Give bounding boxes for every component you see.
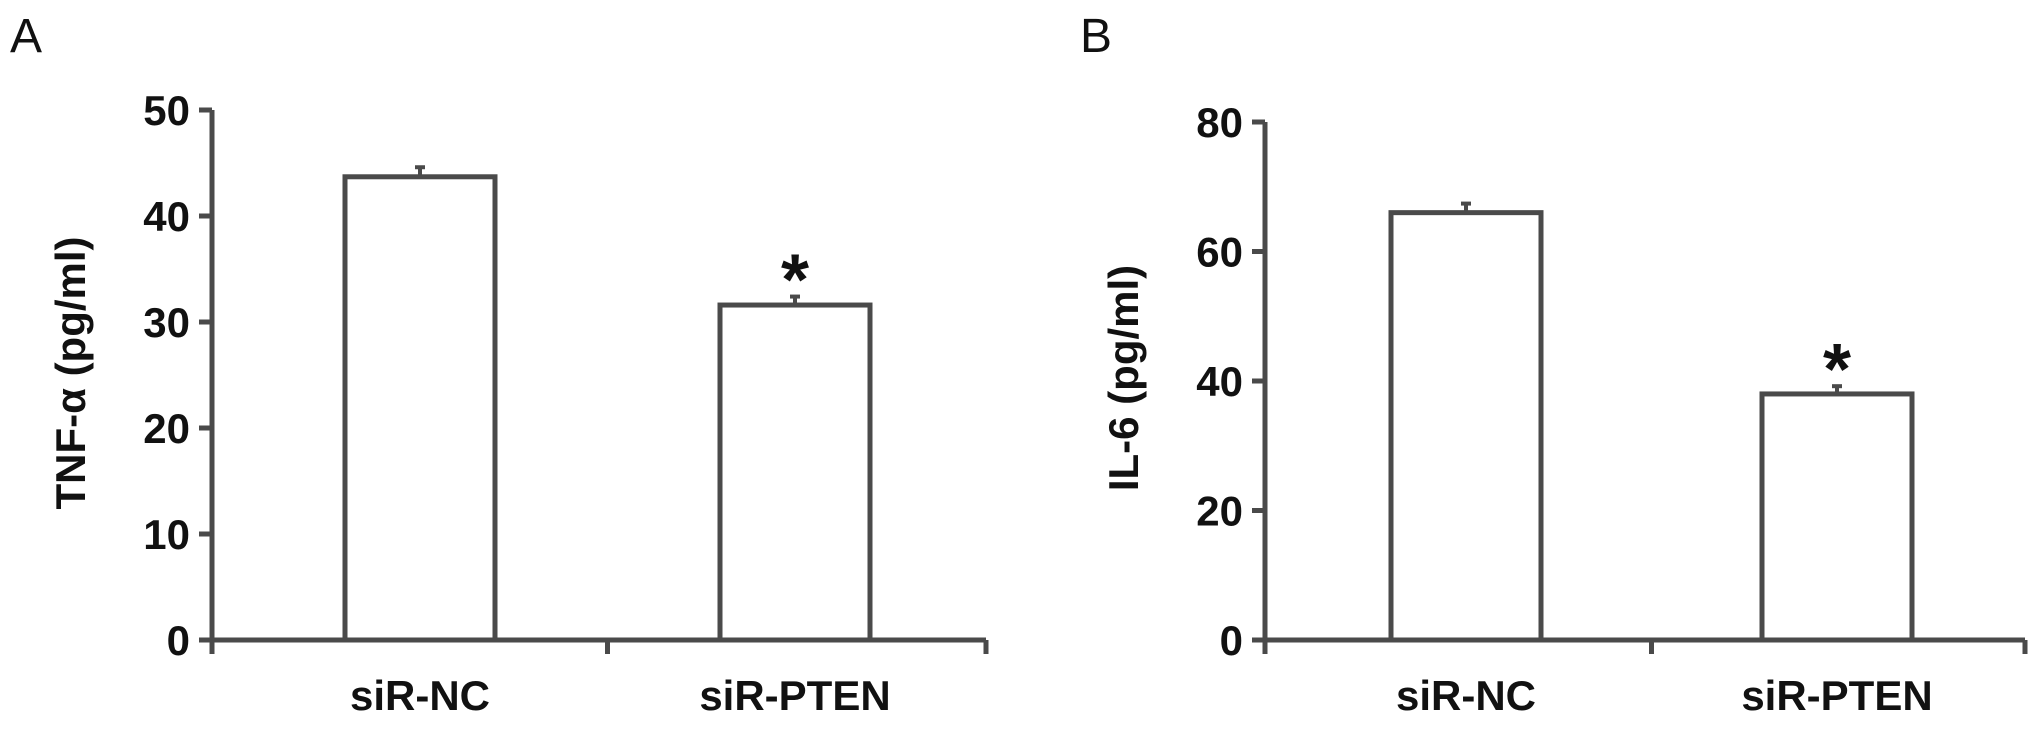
panel-label-b: B: [1080, 10, 1112, 63]
bar-a: [717, 302, 873, 643]
x-category-label-a: siR-PTEN: [699, 672, 890, 719]
y-tick-label-a: 0: [167, 617, 190, 664]
y-tick-label-a: 40: [143, 193, 190, 240]
bar-b: [1388, 210, 1544, 643]
x-category-label-b: siR-PTEN: [1741, 672, 1932, 719]
y-tick-label-a: 30: [143, 299, 190, 346]
y-tick-label-b: 60: [1196, 229, 1243, 276]
bar-b: [1759, 391, 1915, 643]
y-tick-label-b: 80: [1196, 99, 1243, 146]
y-tick-label-b: 20: [1196, 488, 1243, 535]
panel-label-a: A: [10, 10, 42, 63]
significance-mark-a: *: [781, 241, 809, 321]
y-tick-label-a: 50: [143, 87, 190, 134]
plot-area-a: 0 10 20 30 40 50 siR-NC siR-PTEN *: [143, 87, 989, 719]
y-tick-label-a: 20: [143, 405, 190, 452]
bar-a: [342, 174, 498, 643]
plot-area-b: 0 20 40 60 80 siR-NC siR-PTEN *: [1196, 99, 2028, 719]
y-tick-label-a: 10: [143, 511, 190, 558]
x-category-label-b: siR-NC: [1396, 672, 1536, 719]
significance-mark-b: *: [1823, 330, 1851, 410]
y-tick-label-b: 40: [1196, 358, 1243, 405]
y-axis-title-b: IL-6 (pg/ml): [1100, 265, 1147, 491]
x-category-label-a: siR-NC: [350, 672, 490, 719]
y-axis-title-a: TNF-α (pg/ml): [47, 236, 94, 509]
panel-b: B IL-6 (pg/ml) 0 20 40 60 80 siR-NC siR-PTEN *: [1080, 10, 2028, 719]
y-tick-label-b: 0: [1220, 617, 1243, 664]
panel-a: A TNF-α (pg/ml) 0 10 20 30 40 50 siR-NC siR-PTE…: [10, 10, 989, 719]
